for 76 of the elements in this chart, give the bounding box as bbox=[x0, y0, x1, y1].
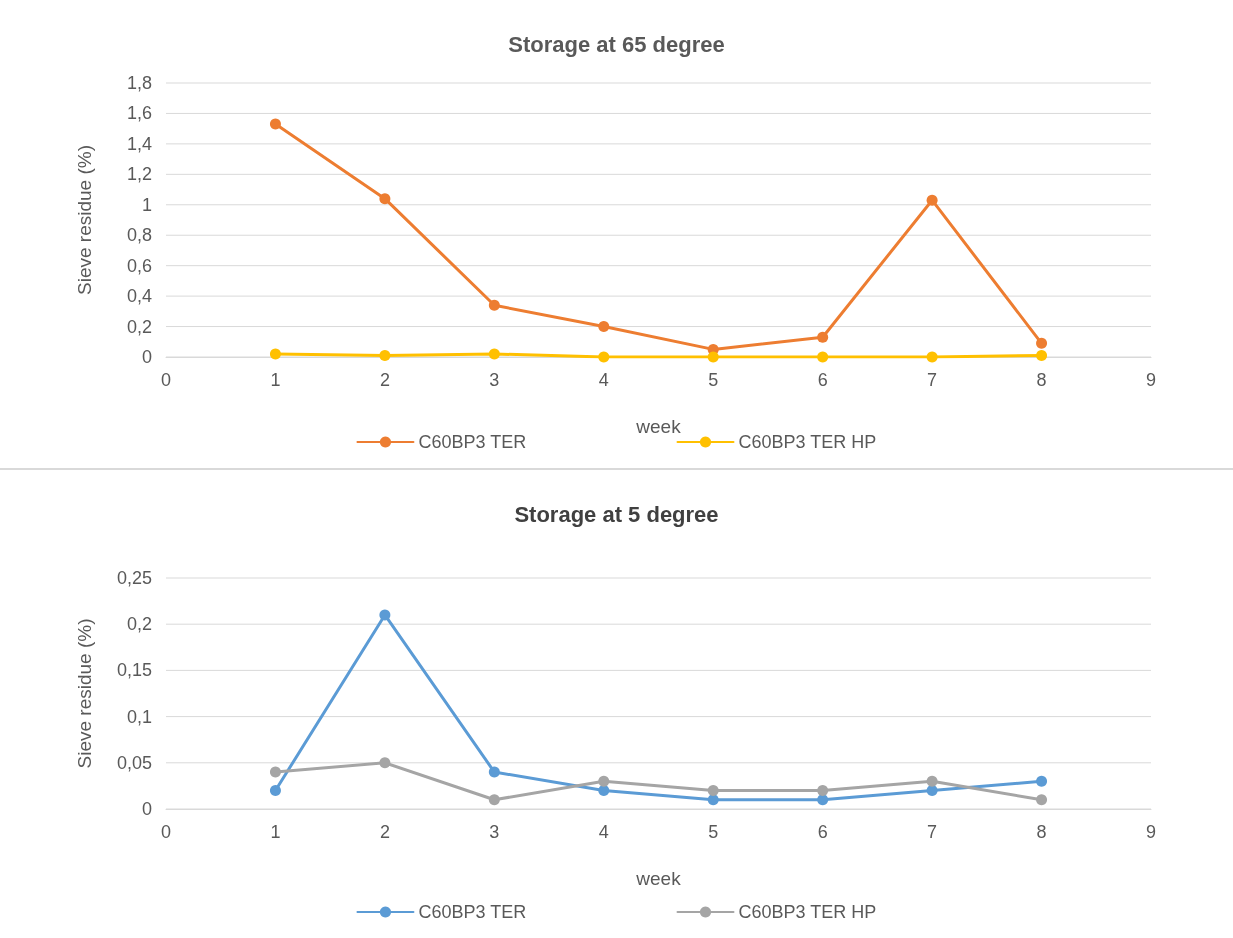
chart-title: Storage at 5 degree bbox=[514, 501, 719, 527]
y-axis-title: Sieve residue (%) bbox=[74, 618, 95, 769]
x-tick-label: 0 bbox=[160, 822, 172, 842]
x-tick-label: 7 bbox=[927, 370, 938, 390]
point bbox=[707, 785, 719, 797]
point bbox=[1036, 775, 1048, 787]
point bbox=[817, 794, 829, 806]
y-tick-label: 1,4 bbox=[126, 133, 152, 154]
y-tick-label: 1,6 bbox=[126, 103, 152, 124]
point bbox=[598, 785, 610, 797]
legend-label: C60BP3 TER bbox=[418, 432, 527, 452]
legend-label: C60BP3 TER HP bbox=[738, 432, 877, 452]
point bbox=[379, 193, 391, 205]
point bbox=[269, 118, 281, 130]
x-tick-label: 4 bbox=[598, 822, 609, 842]
y-tick-label: 0,4 bbox=[126, 286, 152, 307]
x-axis-title: week bbox=[635, 416, 682, 437]
point bbox=[1036, 794, 1048, 806]
x-axis-title: week bbox=[635, 868, 682, 889]
point bbox=[707, 794, 719, 806]
point bbox=[817, 351, 829, 363]
point bbox=[926, 775, 938, 787]
x-tick-label: 8 bbox=[1036, 370, 1047, 390]
point bbox=[488, 766, 500, 778]
x-tick-label: 6 bbox=[817, 370, 828, 390]
point bbox=[379, 609, 391, 621]
y-tick-label: 0,1 bbox=[126, 706, 152, 727]
chart-title: Storage at 65 degree bbox=[508, 31, 725, 57]
y-tick-label: 0,2 bbox=[126, 316, 152, 337]
x-tick-label: 9 bbox=[1145, 370, 1157, 390]
y-tick-label: 0 bbox=[141, 347, 152, 367]
y-tick-label: 1,2 bbox=[126, 164, 152, 185]
point bbox=[379, 349, 391, 361]
x-tick-label: 8 bbox=[1036, 822, 1047, 842]
point bbox=[926, 194, 938, 206]
x-tick-label: 5 bbox=[708, 370, 719, 390]
x-tick-label: 2 bbox=[379, 370, 390, 390]
y-tick-label: 0,25 bbox=[116, 568, 152, 588]
point bbox=[488, 299, 500, 311]
point bbox=[598, 321, 610, 333]
point bbox=[817, 331, 829, 343]
y-tick-label: 1,8 bbox=[126, 73, 152, 93]
x-tick-label: 4 bbox=[598, 370, 609, 390]
legend-label: C60BP3 TER bbox=[418, 902, 527, 922]
legend-label: C60BP3 TER HP bbox=[738, 902, 877, 922]
point bbox=[707, 351, 719, 363]
point bbox=[598, 351, 610, 363]
point bbox=[269, 766, 281, 778]
y-tick-label: 1 bbox=[141, 194, 152, 215]
x-tick-label: 2 bbox=[379, 822, 390, 842]
point bbox=[1036, 349, 1048, 361]
y-tick-label: 0,6 bbox=[126, 255, 152, 276]
x-tick-label: 3 bbox=[489, 822, 500, 842]
point bbox=[379, 757, 391, 769]
x-tick-label: 1 bbox=[270, 822, 281, 842]
y-axis-title: Sieve residue (%) bbox=[74, 145, 95, 295]
x-tick-label: 0 bbox=[160, 370, 172, 390]
point bbox=[269, 785, 281, 797]
point bbox=[488, 794, 500, 806]
point bbox=[598, 775, 610, 787]
point bbox=[269, 348, 281, 360]
x-tick-label: 6 bbox=[817, 822, 828, 842]
point bbox=[1036, 337, 1048, 349]
y-tick-label: 0,15 bbox=[116, 660, 152, 681]
x-tick-label: 1 bbox=[270, 370, 281, 390]
point bbox=[817, 785, 829, 797]
y-tick-label: 0,2 bbox=[126, 614, 152, 635]
y-tick-label: 0,05 bbox=[116, 752, 152, 773]
x-tick-label: 3 bbox=[489, 370, 500, 390]
x-tick-label: 7 bbox=[927, 822, 938, 842]
point bbox=[926, 351, 938, 363]
y-tick-label: 0 bbox=[141, 799, 152, 819]
y-tick-label: 0,8 bbox=[126, 225, 152, 246]
x-tick-label: 5 bbox=[708, 822, 719, 842]
x-tick-label: 9 bbox=[1145, 822, 1157, 842]
point bbox=[488, 348, 500, 360]
